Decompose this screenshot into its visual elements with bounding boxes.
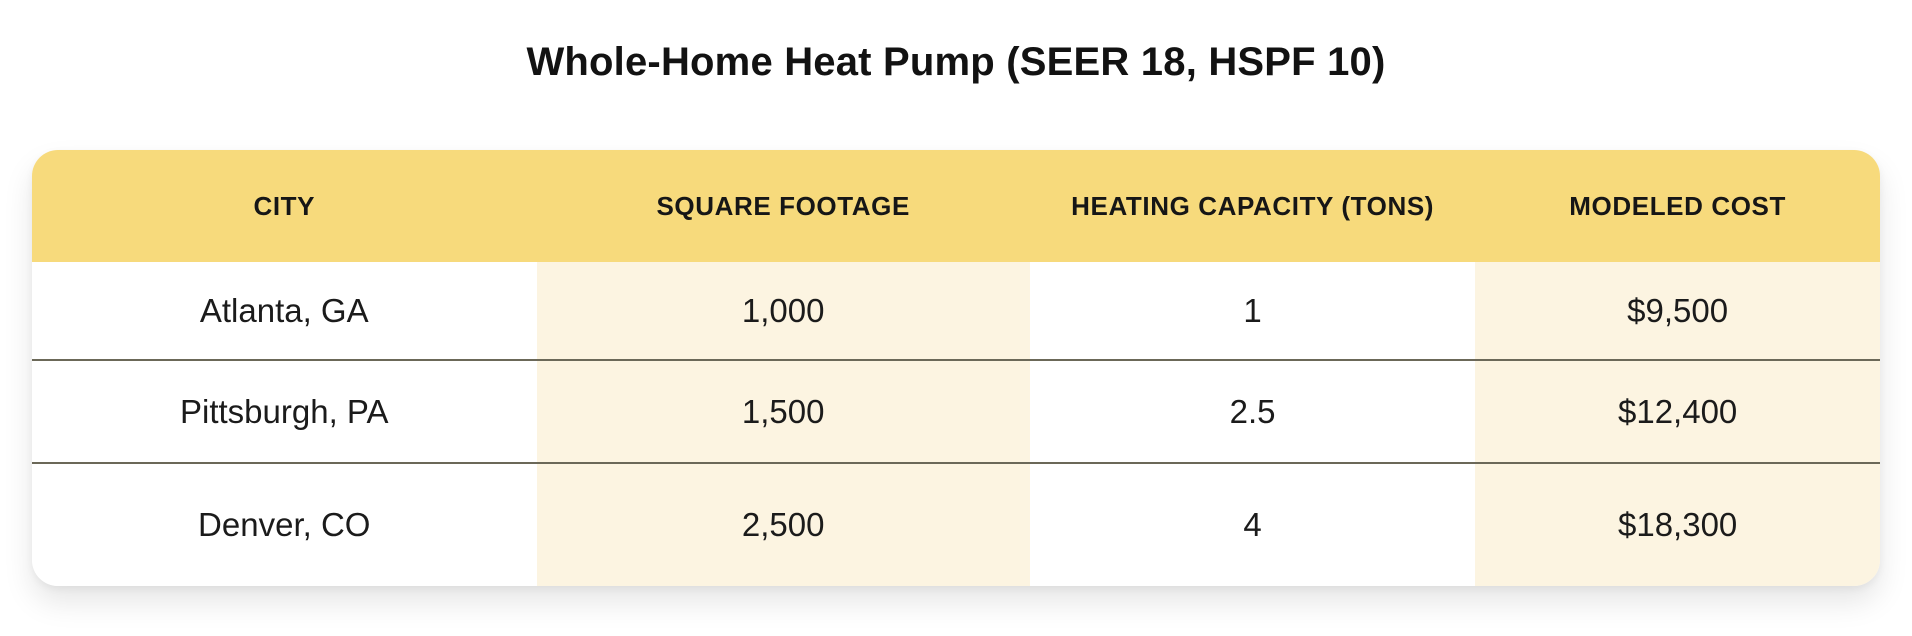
cell-square-footage: 1,500 (536, 359, 1030, 463)
cell-city: Pittsburgh, PA (32, 359, 537, 463)
cell-square-footage: 2,500 (536, 462, 1030, 586)
cell-square-footage: 1,000 (536, 262, 1030, 360)
column-header-modeled-cost: MODELED COST (1475, 150, 1880, 262)
table-body: Atlanta, GA 1,000 1 $9,500 Pittsburgh, PA 1,5… (32, 262, 1880, 586)
cell-heating-capacity-tons: 1 (1029, 262, 1476, 360)
table-header: CITY SQUARE FOOTAGE HEATING CAPACITY (TONS… (32, 150, 1880, 262)
page-title: Whole-Home Heat Pump (SEER 18, HSPF 10) (526, 40, 1386, 84)
cell-modeled-cost: $18,300 (1475, 462, 1880, 586)
column-header-square-footage: SQUARE FOOTAGE (536, 150, 1030, 262)
cell-heating-capacity-tons: 4 (1029, 462, 1476, 586)
cell-city: Atlanta, GA (32, 262, 537, 360)
cell-modeled-cost: $12,400 (1475, 359, 1880, 463)
heat-pump-cost-table-card: CITY SQUARE FOOTAGE HEATING CAPACITY (TONS… (32, 150, 1880, 586)
cell-heating-capacity-tons: 2.5 (1029, 359, 1476, 463)
cell-city: Denver, CO (32, 462, 537, 586)
cell-modeled-cost: $9,500 (1475, 262, 1880, 360)
table-row: Pittsburgh, PA 1,500 2.5 $12,400 (32, 359, 1880, 463)
column-header-city: CITY (32, 150, 537, 262)
column-header-heating-capacity-tons: HEATING CAPACITY (TONS) (1029, 150, 1476, 262)
table-row: Denver, CO 2,500 4 $18,300 (32, 462, 1880, 586)
heat-pump-cost-table: CITY SQUARE FOOTAGE HEATING CAPACITY (TONS… (32, 150, 1880, 586)
header-row: CITY SQUARE FOOTAGE HEATING CAPACITY (TONS… (32, 150, 1880, 262)
table-row: Atlanta, GA 1,000 1 $9,500 (32, 262, 1880, 360)
